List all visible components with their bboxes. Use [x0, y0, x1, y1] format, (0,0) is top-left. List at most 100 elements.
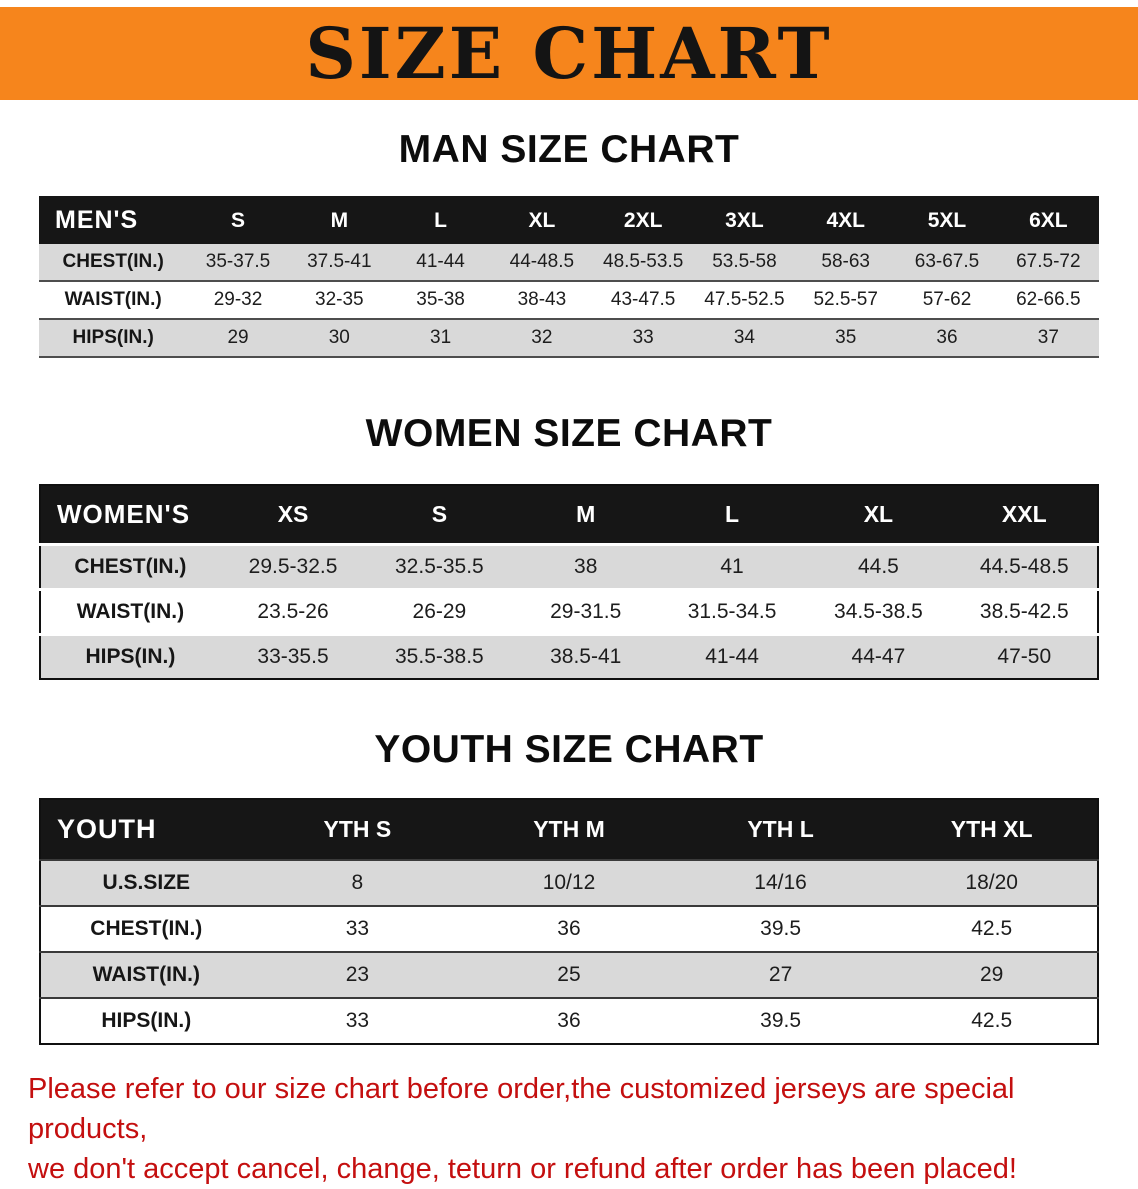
value-cell: 63-67.5: [914, 251, 980, 272]
size-header-cell: M: [576, 501, 596, 527]
size-header-cell: 6XL: [1029, 208, 1068, 232]
header-row: MEN'S S M L XL 2XL 3XL 4XL 5XL 6XL: [39, 196, 1099, 244]
men-size-section: MAN SIZE CHART MEN'S S M L XL 2XL 3XL 4XL 5XL 6XL…: [0, 128, 1138, 358]
header-row: YOUTH YTH S YTH M YTH L YTH XL: [40, 799, 1098, 860]
size-header-cell: XL: [863, 501, 894, 527]
women-size-section: WOMEN SIZE CHART WOMEN'S XS S M L XL XXL CHEST(…: [0, 412, 1138, 680]
value-cell: 35-38: [416, 289, 465, 310]
value-cell: 36: [936, 327, 958, 348]
value-cell: 43-47.5: [610, 289, 676, 310]
value-cell: 52.5-57: [813, 289, 878, 310]
measurement-row: U.S.SIZE 8 10/12 14/16 18/20: [40, 860, 1098, 906]
value-cell: 33: [345, 1009, 370, 1032]
row-label-cell: CHEST(IN.): [74, 555, 187, 578]
youth-chart-heading: YOUTH SIZE CHART: [374, 728, 764, 771]
value-cell: 29-32: [213, 289, 263, 310]
value-cell: 35: [835, 327, 857, 348]
value-cell: 34.5-38.5: [834, 600, 923, 623]
value-cell: 53.5-58: [712, 251, 777, 272]
value-cell: 42.5: [971, 917, 1013, 940]
measurement-row: HIPS(IN.) 33-35.5 35.5-38.5 38.5-41 41-44 44-…: [40, 634, 1098, 679]
page-title: SIZE CHART: [305, 11, 833, 95]
women-size-table: WOMEN'S XS S M L XL XXL CHEST(IN.) 29.5-32.5 32.5…: [39, 484, 1099, 680]
row-label-cell: WAIST(IN.): [64, 289, 162, 310]
value-cell: 18/20: [965, 871, 1018, 894]
size-header-cell: XS: [277, 501, 309, 527]
row-label-cell: CHEST(IN.): [62, 251, 164, 272]
value-cell: 29: [980, 963, 1004, 986]
row-label-cell: HIPS(IN.): [101, 1009, 192, 1032]
value-cell: 39.5: [760, 917, 802, 940]
value-cell: 29-31.5: [550, 600, 622, 623]
value-cell: 37: [1037, 327, 1059, 348]
row-label-cell: HIPS(IN.): [85, 645, 176, 668]
measurement-row: HIPS(IN.) 33 36 39.5 42.5: [40, 998, 1098, 1044]
disclaimer: Please refer to our size chart before or…: [0, 1069, 1138, 1189]
value-cell: 44.5: [857, 555, 899, 578]
women-chart-heading: WOMEN SIZE CHART: [365, 412, 773, 455]
value-cell: 38-43: [517, 289, 567, 310]
value-cell: 32: [531, 327, 553, 348]
value-cell: 44-48.5: [509, 251, 575, 272]
value-cell: 67.5-72: [1016, 251, 1081, 272]
value-cell: 33-35.5: [257, 645, 329, 668]
value-cell: 47.5-52.5: [704, 289, 785, 310]
banner: SIZE CHART: [0, 7, 1138, 100]
value-cell: 33: [345, 917, 370, 940]
measurement-row: WAIST(IN.) 29-32 32-35 35-38 38-43 43-47.5 47.…: [39, 281, 1099, 319]
value-cell: 41-44: [705, 645, 759, 668]
size-header-cell: YTH S: [323, 816, 392, 842]
value-cell: 41-44: [416, 251, 465, 272]
table-title-cell: YOUTH: [57, 814, 157, 844]
youth-size-section: YOUTH SIZE CHART YOUTH YTH S YTH M YTH L YTH…: [0, 728, 1138, 1045]
measurement-row: CHEST(IN.) 33 36 39.5 42.5: [40, 906, 1098, 952]
value-cell: 57-62: [922, 289, 972, 310]
row-label-cell: WAIST(IN.): [76, 600, 185, 623]
value-cell: 10/12: [542, 871, 596, 894]
size-header-cell: YTH L: [747, 816, 814, 842]
value-cell: 14/16: [754, 871, 807, 894]
value-cell: 47-50: [997, 645, 1052, 668]
size-header-cell: YTH XL: [950, 816, 1033, 842]
value-cell: 31: [430, 327, 452, 348]
value-cell: 58-63: [821, 251, 871, 272]
row-label-cell: U.S.SIZE: [102, 871, 191, 894]
measurement-row: WAIST(IN.) 23.5-26 26-29 29-31.5 31.5-34.5 34…: [40, 589, 1098, 635]
value-cell: 31.5-34.5: [687, 600, 777, 623]
value-cell: 36: [557, 1009, 581, 1032]
men-size-table: MEN'S S M L XL 2XL 3XL 4XL 5XL 6XL CHEST(IN.) 35-37…: [39, 196, 1099, 358]
value-cell: 26-29: [412, 600, 467, 623]
disclaimer-line-2: we don't accept cancel, change, teturn o…: [28, 1153, 1017, 1185]
size-header-cell: 5XL: [927, 208, 967, 232]
value-cell: 29: [227, 327, 249, 348]
value-cell: 33: [632, 327, 654, 348]
value-cell: 25: [557, 963, 581, 986]
value-cell: 23.5-26: [257, 600, 329, 623]
value-cell: 62-66.5: [1016, 289, 1081, 310]
measurement-row: CHEST(IN.) 35-37.5 37.5-41 41-44 44-48.5 48.5…: [39, 244, 1099, 281]
table-title-cell: WOMEN'S: [57, 499, 191, 529]
size-header-cell: YTH M: [533, 816, 605, 842]
measurement-row: HIPS(IN.) 29 30 31 32 33 34 35 36 37: [39, 319, 1099, 357]
value-cell: 41: [720, 555, 744, 578]
size-header-cell: L: [434, 208, 447, 232]
value-cell: 37.5-41: [307, 251, 372, 272]
value-cell: 39.5: [760, 1009, 802, 1032]
size-header-cell: XXL: [1001, 501, 1047, 527]
value-cell: 48.5-53.5: [603, 251, 684, 272]
value-cell: 38.5-41: [550, 645, 622, 668]
value-cell: 36: [557, 917, 581, 940]
value-cell: 44-47: [851, 645, 906, 668]
size-header-cell: 4XL: [826, 208, 865, 232]
row-label-cell: WAIST(IN.): [92, 963, 200, 986]
header-row: WOMEN'S XS S M L XL XXL: [40, 485, 1098, 545]
value-cell: 38.5-42.5: [979, 600, 1069, 623]
disclaimer-line-1: Please refer to our size chart before or…: [28, 1073, 1015, 1145]
men-chart-heading: MAN SIZE CHART: [398, 128, 740, 171]
measurement-row: CHEST(IN.) 29.5-32.5 32.5-35.5 38 41 44.5 44.5…: [40, 544, 1098, 590]
value-cell: 42.5: [971, 1009, 1013, 1032]
value-cell: 30: [328, 327, 350, 348]
value-cell: 32.5-35.5: [395, 555, 484, 578]
size-header-cell: L: [725, 501, 740, 527]
